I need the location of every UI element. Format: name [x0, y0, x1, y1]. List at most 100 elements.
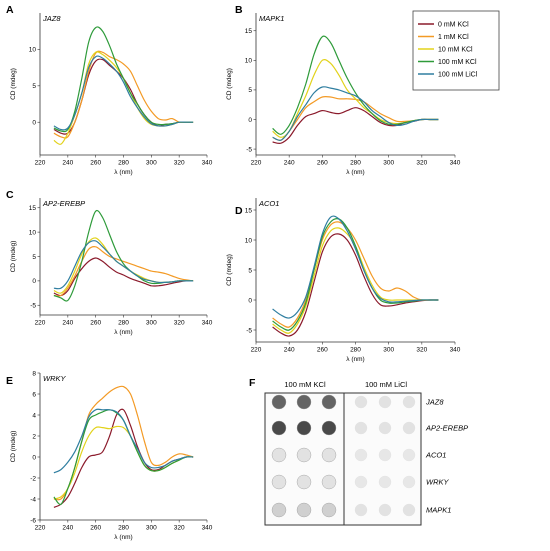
blot-gene-label: MAPK1 [426, 506, 451, 515]
y-tick-label: 10 [29, 229, 37, 236]
gene-label: MAPK1 [259, 14, 284, 23]
gene-label: ACO1 [258, 199, 279, 208]
blot-gene-labels: JAZ8 AP2-EREBP ACO1 WRKY MAPK1 [425, 398, 468, 515]
blot-dot-kcl [271, 447, 287, 463]
x-tick-label: 220 [35, 320, 46, 327]
blot-dot-licl [354, 395, 368, 409]
x-tick-label: 220 [35, 525, 46, 532]
x-tick-label: 300 [146, 525, 157, 532]
blot-dot-licl [378, 421, 392, 435]
x-axis-label: λ (nm) [346, 356, 364, 363]
panel-label-D: D [235, 205, 243, 217]
x-tick-label: 280 [350, 160, 361, 167]
blot-dot-kcl [271, 474, 287, 490]
y-tick-label: 5 [248, 267, 252, 274]
blot-dot-licl [402, 475, 416, 489]
y-tick-label: 10 [29, 47, 37, 54]
x-tick-label: 240 [62, 160, 73, 167]
chart-panel-B: B MAPK1 220 240 260 280 300 320 340 -5 0 5 10 15 λ (nm… [226, 4, 461, 176]
series-line [53, 246, 194, 297]
x-tick-label: 300 [146, 160, 157, 167]
legend-items: 0 mM KCl 1 mM KCl 10 mM KCl 100 mM KCl 100 m… [418, 22, 478, 79]
x-tick-label: 260 [317, 347, 328, 354]
y-tick-label: 0 [248, 117, 252, 124]
y-tick-label: -5 [246, 327, 252, 334]
y-tick-label: 15 [245, 28, 253, 35]
x-tick-label: 240 [62, 320, 73, 327]
panel-label-B: B [235, 4, 243, 16]
x-tick-label: 340 [450, 347, 461, 354]
y-tick-label: 8 [32, 370, 36, 377]
y-axis-label: CD (mdeg) [226, 254, 233, 286]
x-tick-label: 340 [202, 525, 213, 532]
blot-dot-kcl [296, 420, 312, 436]
x-tick-label: 300 [146, 320, 157, 327]
y-tick-label: 6 [32, 391, 36, 398]
blot-dot-licl [402, 448, 416, 462]
blot-gene-label: ACO1 [425, 451, 446, 460]
y-tick-label: 4 [32, 412, 36, 419]
series-line [53, 55, 194, 131]
series-line [272, 218, 439, 331]
blot-column-kcl: 100 mM KCl [284, 380, 326, 389]
x-tick-label: 220 [251, 160, 262, 167]
series-line [53, 26, 194, 133]
panel-label-E: E [6, 375, 13, 387]
series-line [53, 240, 194, 290]
y-axis-label: CD (mdeg) [10, 68, 17, 100]
blot-dot-kcl [271, 394, 287, 410]
x-tick-label: 320 [174, 320, 185, 327]
x-tick-label: 300 [383, 347, 394, 354]
x-tick-label: 220 [35, 160, 46, 167]
blot-dot-kcl [321, 420, 337, 436]
blot-dot-kcl [321, 474, 337, 490]
blot-dot-licl [378, 395, 392, 409]
chart-panel-E: E WRKY 220 240 260 280 300 320 340 -6 -4 -2 0 2 4 6 8 λ (… [6, 370, 213, 541]
blot-membrane [264, 392, 422, 526]
y-tick-label: -5 [30, 303, 36, 310]
series-line [53, 50, 194, 139]
gene-label: WRKY [43, 374, 66, 383]
y-axis-label: CD (mdeg) [10, 241, 17, 273]
blot-dot-kcl [271, 420, 287, 436]
blot-dot-licl [402, 503, 416, 517]
x-axis-label: λ (nm) [114, 169, 132, 176]
y-axis-label: CD (mdeg) [226, 68, 233, 100]
chart-panel-D: D ACO1 220 240 260 280 300 320 340 -5 0 5 10 15 λ (nm)… [226, 198, 461, 363]
series-line [272, 221, 439, 328]
x-tick-label: 340 [202, 320, 213, 327]
x-tick-label: 320 [174, 160, 185, 167]
series-line [53, 209, 194, 302]
x-tick-label: 280 [118, 320, 129, 327]
x-tick-label: 320 [416, 160, 427, 167]
x-tick-label: 320 [174, 525, 185, 532]
series-line [53, 257, 194, 297]
blot-dot-kcl [296, 502, 312, 518]
x-tick-label: 240 [62, 525, 73, 532]
y-tick-label: 0 [32, 454, 36, 461]
x-tick-label: 220 [251, 347, 262, 354]
blot-gene-label: AP2-EREBP [425, 424, 468, 433]
y-tick-label: -4 [30, 496, 36, 503]
y-tick-label: 10 [245, 58, 253, 65]
y-tick-label: 15 [29, 205, 37, 212]
x-tick-label: 260 [90, 160, 101, 167]
chart-panel-A: A JAZ8 220 240 260 280 300 320 340 0 5 10 λ (nm) CD (… [6, 4, 213, 176]
series-line [272, 86, 439, 141]
chart-panel-C: C AP2-EREBP 220 240 260 280 300 320 340 -5 0 5 10 15 λ… [6, 189, 213, 336]
legend: 0 mM KCl 1 mM KCl 10 mM KCl 100 mM KCl 100 m… [412, 10, 500, 91]
series-line [272, 95, 439, 141]
blot-dot-licl [402, 395, 416, 409]
legend-label: 100 mM KCl [438, 59, 477, 66]
y-tick-label: -6 [30, 517, 36, 524]
blot-dots [271, 394, 416, 518]
x-axis-label: λ (nm) [114, 329, 132, 336]
panel-label-A: A [6, 4, 14, 16]
blot-dot-kcl [271, 502, 287, 518]
x-axis-label: λ (nm) [346, 169, 364, 176]
x-tick-label: 280 [118, 525, 129, 532]
series-line [272, 215, 439, 319]
x-tick-label: 320 [416, 347, 427, 354]
